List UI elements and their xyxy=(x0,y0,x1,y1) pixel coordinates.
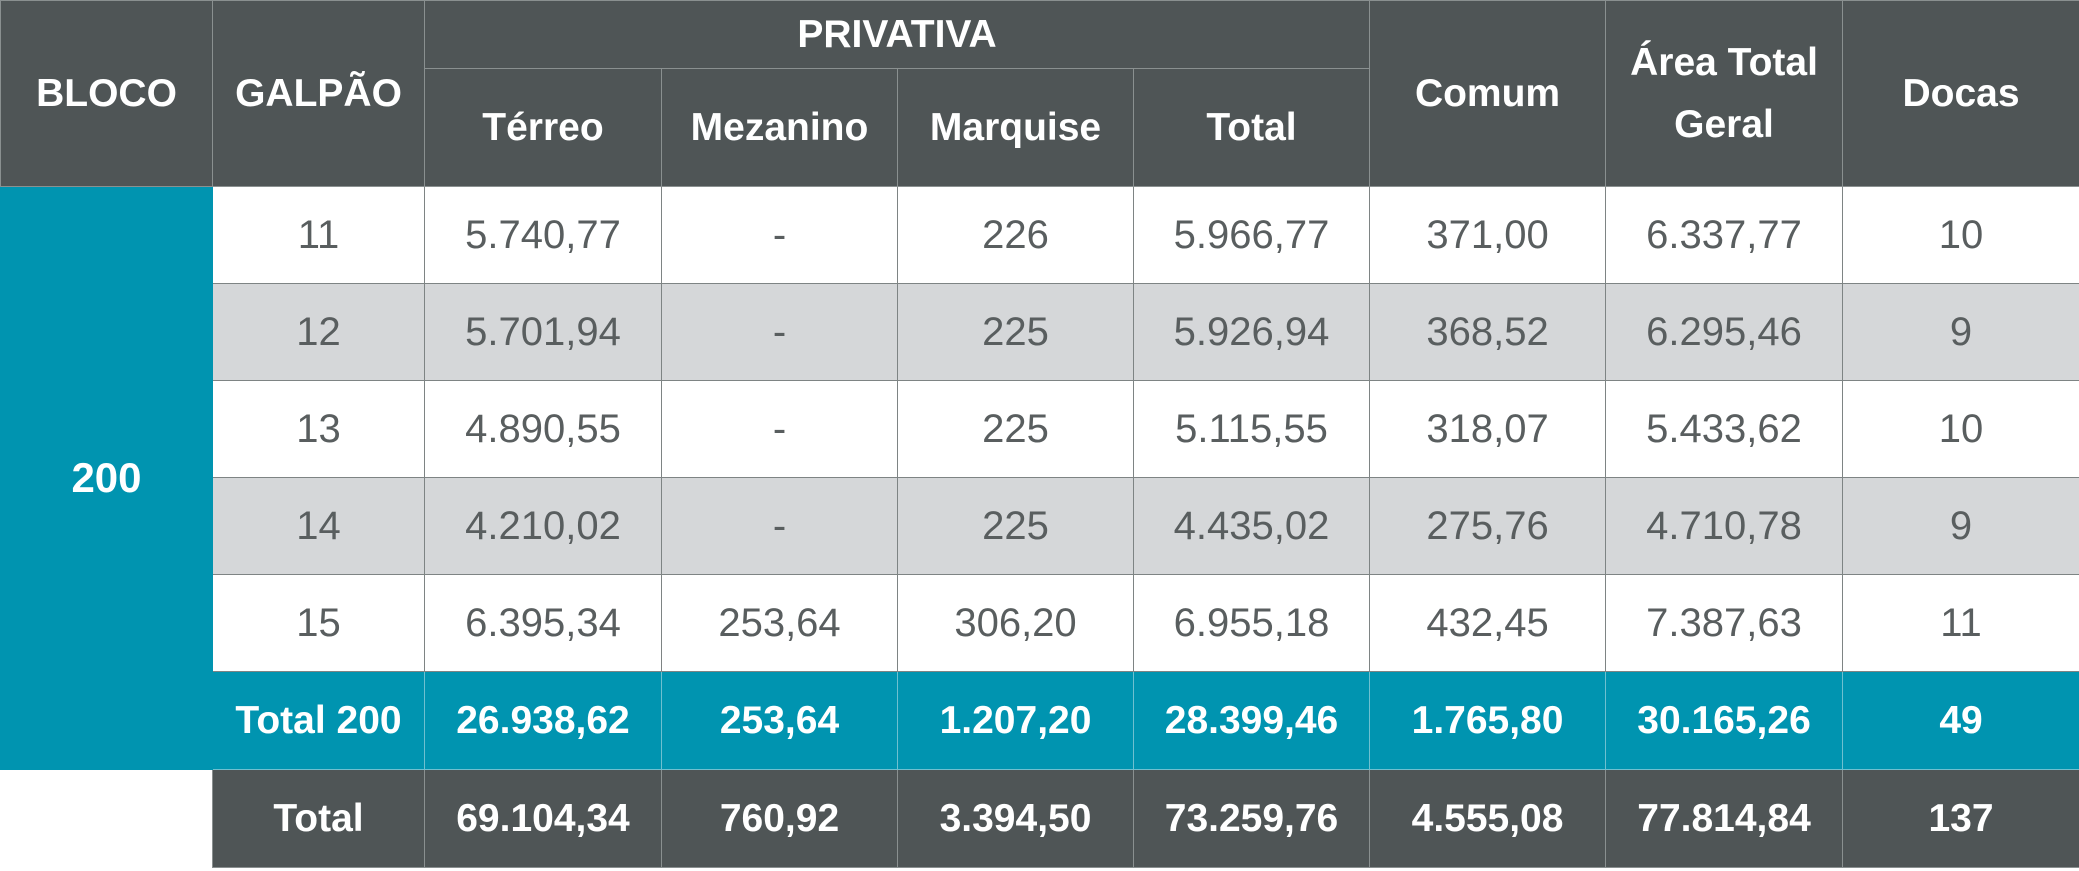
grand-total-mezanino: 760,92 xyxy=(661,769,898,868)
cell-marquise: 225 xyxy=(897,283,1134,381)
grand-total-docas: 137 xyxy=(1842,769,2079,868)
bloco-value: 200 xyxy=(0,186,213,770)
grand-total-area-total: 77.814,84 xyxy=(1605,769,1844,868)
cell-comum: 368,52 xyxy=(1369,283,1607,381)
cell-docas: 9 xyxy=(1842,477,2079,575)
cell-marquise: 225 xyxy=(897,477,1134,575)
cell-area-total: 5.433,62 xyxy=(1605,380,1844,478)
table-row: 15 6.395,34 253,64 306,20 6.955,18 432,4… xyxy=(1,574,2079,672)
grand-total-blank xyxy=(0,769,213,868)
cell-mezanino: - xyxy=(661,380,898,478)
header-terreo: Térreo xyxy=(424,68,662,187)
cell-area-total: 4.710,78 xyxy=(1605,477,1844,575)
cell-docas: 9 xyxy=(1842,283,2079,381)
header-galpao: GALPÃO xyxy=(212,0,425,187)
grand-total-comum: 4.555,08 xyxy=(1369,769,1607,868)
cell-docas: 11 xyxy=(1842,574,2079,672)
cell-total: 4.435,02 xyxy=(1132,477,1371,575)
header-docas: Docas xyxy=(1842,0,2079,187)
header-mezanino: Mezanino xyxy=(661,68,898,187)
total-bloco-marquise: 1.207,20 xyxy=(897,671,1134,770)
header-area-total: Área Total Geral xyxy=(1605,0,1844,187)
table-row: 14 4.210,02 - 225 4.435,02 275,76 4.710,… xyxy=(1,477,2079,575)
cell-marquise: 306,20 xyxy=(897,574,1134,672)
total-bloco-docas: 49 xyxy=(1842,671,2079,770)
table-row: 13 4.890,55 - 225 5.115,55 318,07 5.433,… xyxy=(1,380,2079,478)
cell-area-total: 7.387,63 xyxy=(1605,574,1844,672)
header-privativa: PRIVATIVA xyxy=(423,0,1371,69)
cell-terreo: 4.210,02 xyxy=(424,477,662,575)
total-bloco-total: 28.399,46 xyxy=(1132,671,1371,770)
cell-comum: 318,07 xyxy=(1369,380,1607,478)
cell-galpao: 14 xyxy=(212,477,425,575)
table-row: 12 5.701,94 - 225 5.926,94 368,52 6.295,… xyxy=(1,283,2079,381)
total-bloco-terreo: 26.938,62 xyxy=(424,671,662,770)
header-area-total-line1: Área Total xyxy=(1630,40,1818,84)
cell-total: 5.966,77 xyxy=(1132,186,1371,284)
cell-docas: 10 xyxy=(1842,380,2079,478)
cell-mezanino: - xyxy=(661,477,898,575)
cell-total: 5.115,55 xyxy=(1132,380,1371,478)
cell-terreo: 5.740,77 xyxy=(424,186,662,284)
cell-terreo: 6.395,34 xyxy=(424,574,662,672)
cell-terreo: 5.701,94 xyxy=(424,283,662,381)
header-area-total-line2: Geral xyxy=(1674,102,1774,146)
total-bloco-label: Total 200 xyxy=(212,671,425,770)
cell-mezanino: - xyxy=(661,186,898,284)
cell-terreo: 4.890,55 xyxy=(424,380,662,478)
grand-total-label: Total xyxy=(212,769,425,868)
cell-total: 5.926,94 xyxy=(1132,283,1371,381)
cell-marquise: 226 xyxy=(897,186,1134,284)
header-bloco: BLOCO xyxy=(0,0,213,187)
cell-total: 6.955,18 xyxy=(1132,574,1371,672)
cell-comum: 275,76 xyxy=(1369,477,1607,575)
cell-marquise: 225 xyxy=(897,380,1134,478)
total-bloco-comum: 1.765,80 xyxy=(1369,671,1607,770)
cell-mezanino: 253,64 xyxy=(661,574,898,672)
header-marquise: Marquise xyxy=(897,68,1134,187)
cell-docas: 10 xyxy=(1842,186,2079,284)
cell-galpao: 11 xyxy=(212,186,425,284)
cell-galpao: 12 xyxy=(212,283,425,381)
cell-galpao: 13 xyxy=(212,380,425,478)
cell-galpao: 15 xyxy=(212,574,425,672)
header-total: Total xyxy=(1132,68,1371,187)
cell-comum: 371,00 xyxy=(1369,186,1607,284)
total-bloco-row: Total 200 26.938,62 253,64 1.207,20 28.3… xyxy=(1,671,2079,770)
header-comum: Comum xyxy=(1369,0,1607,187)
grand-total-terreo: 69.104,34 xyxy=(424,769,662,868)
cell-mezanino: - xyxy=(661,283,898,381)
grand-total-total: 73.259,76 xyxy=(1132,769,1371,868)
total-bloco-mezanino: 253,64 xyxy=(661,671,898,770)
total-bloco-area-total: 30.165,26 xyxy=(1605,671,1844,770)
cell-area-total: 6.295,46 xyxy=(1605,283,1844,381)
table-row: 200 11 5.740,77 - 226 5.966,77 371,00 6.… xyxy=(0,186,2079,770)
grand-total-marquise: 3.394,50 xyxy=(897,769,1134,868)
cell-comum: 432,45 xyxy=(1369,574,1607,672)
cell-area-total: 6.337,77 xyxy=(1605,186,1844,284)
grand-total-row: Total 69.104,34 760,92 3.394,50 73.259,7… xyxy=(0,769,2079,868)
